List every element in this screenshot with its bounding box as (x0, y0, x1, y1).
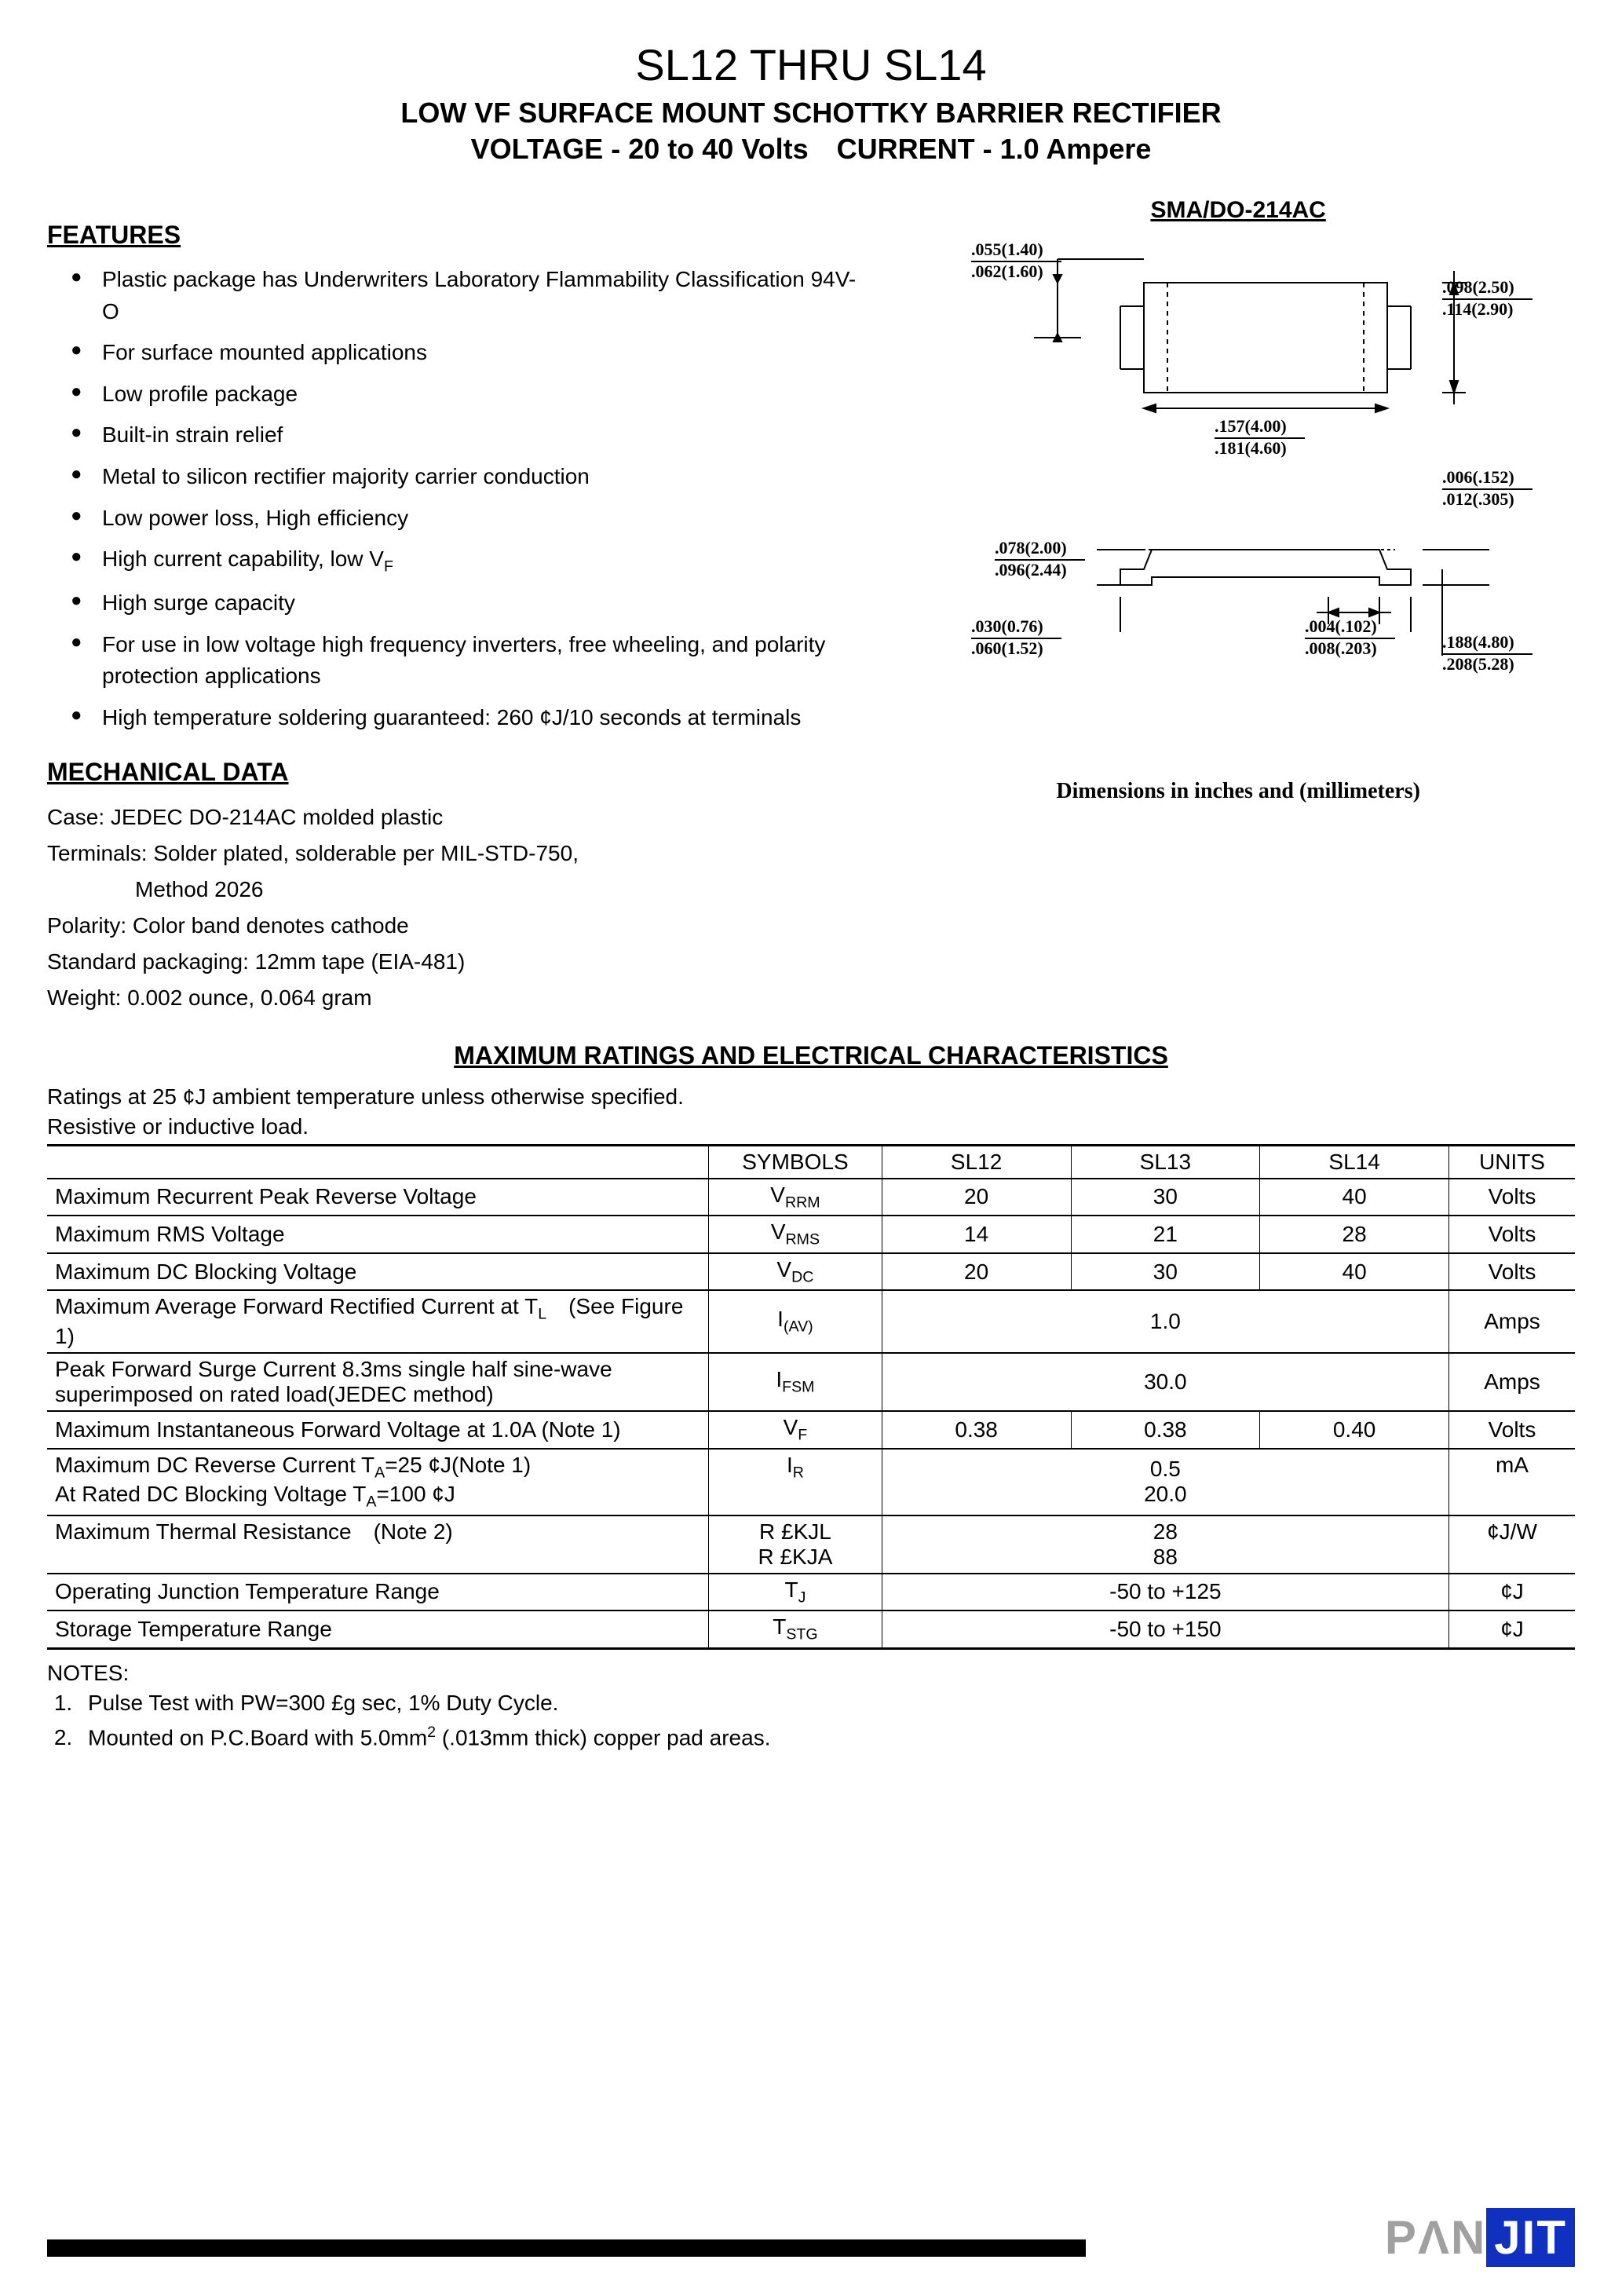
feature-item: High current capability, low VF (71, 543, 870, 578)
dimensions-caption: Dimensions in inches and (millimeters) (901, 779, 1575, 804)
table-row: Peak Forward Surge Current 8.3ms single … (47, 1353, 1575, 1411)
title-block: SL12 THRU SL14 LOW VF SURFACE MOUNT SCHO… (47, 39, 1575, 166)
mech-polarity: Polarity: Color band denotes cathode (47, 909, 870, 942)
svg-text:.062(1.60): .062(1.60) (971, 261, 1043, 281)
brand-logo: PΛNJIT (1385, 2210, 1575, 2265)
table-header-row: SYMBOLSSL12SL13SL14UNITS (47, 1145, 1575, 1179)
note-1: Pulse Test with PW=300 £g sec, 1% Duty C… (79, 1691, 1575, 1716)
svg-text:.157(4.00): .157(4.00) (1215, 416, 1287, 436)
mech-case: Case: JEDEC DO-214AC molded plastic (47, 801, 870, 834)
svg-text:.188(4.80): .188(4.80) (1442, 632, 1514, 652)
ratings-intro: Ratings at 25 ¢J ambient temperature unl… (47, 1084, 1575, 1139)
mech-terminals2: Method 2026 (47, 873, 870, 906)
table-row: Maximum Thermal Resistance (Note 2)R £KJ… (47, 1515, 1575, 1574)
subtitle-1: LOW VF SURFACE MOUNT SCHOTTKY BARRIER RE… (47, 97, 1575, 130)
feature-item: Metal to silicon rectifier majority carr… (71, 461, 870, 493)
svg-text:.055(1.40): .055(1.40) (971, 239, 1043, 259)
table-col-header: SL13 (1071, 1145, 1260, 1179)
table-row: Maximum Recurrent Peak Reverse VoltageVR… (47, 1179, 1575, 1216)
feature-item: Low profile package (71, 378, 870, 411)
notes-section: NOTES: Pulse Test with PW=300 £g sec, 1%… (47, 1661, 1575, 1750)
feature-item: For surface mounted applications (71, 337, 870, 369)
ratings-header: MAXIMUM RATINGS AND ELECTRICAL CHARACTER… (47, 1041, 1575, 1070)
table-row: Storage Temperature RangeTSTG-50 to +150… (47, 1610, 1575, 1648)
svg-text:.078(2.00): .078(2.00) (995, 538, 1067, 558)
table-row: Maximum DC Blocking VoltageVDC203040Volt… (47, 1253, 1575, 1291)
feature-item: Plastic package has Underwriters Laborat… (71, 264, 870, 327)
features-list: Plastic package has Underwriters Laborat… (71, 264, 870, 734)
table-col-header: UNITS (1448, 1145, 1575, 1179)
footer-bar (47, 2239, 1086, 2257)
package-label: SMA/DO-214AC (901, 197, 1575, 224)
mech-packaging: Standard packaging: 12mm tape (EIA-481) (47, 945, 870, 978)
package-diagram-panel: SMA/DO-214AC (901, 197, 1575, 1018)
table-row: Maximum Instantaneous Forward Voltage at… (47, 1411, 1575, 1449)
table-row: Maximum RMS VoltageVRMS142128Volts (47, 1216, 1575, 1253)
footer: PΛNJIT (47, 2210, 1575, 2265)
svg-text:.012(.305): .012(.305) (1442, 489, 1514, 509)
mechanical-header: MECHANICAL DATA (47, 758, 870, 787)
table-col-header: SL12 (882, 1145, 1071, 1179)
svg-text:.208(5.28): .208(5.28) (1442, 654, 1514, 674)
table-col-header: SL14 (1260, 1145, 1449, 1179)
table-row: Operating Junction Temperature RangeTJ-5… (47, 1574, 1575, 1611)
ratings-intro-1: Ratings at 25 ¢J ambient temperature unl… (47, 1084, 1575, 1110)
feature-item: High temperature soldering guaranteed: 2… (71, 702, 870, 734)
feature-item: High surge capacity (71, 587, 870, 620)
features-header: FEATURES (47, 221, 870, 250)
mech-weight: Weight: 0.002 ounce, 0.064 gram (47, 982, 870, 1015)
table-row: Maximum Average Forward Rectified Curren… (47, 1290, 1575, 1353)
note-2: Mounted on P.C.Board with 5.0mm2 (.013mm… (79, 1724, 1575, 1750)
ratings-table: SYMBOLSSL12SL13SL14UNITS Maximum Recurre… (47, 1144, 1575, 1650)
notes-heading: NOTES: (47, 1661, 1575, 1686)
mech-terminals1: Terminals: Solder plated, solderable per… (47, 837, 870, 870)
svg-text:.060(1.52): .060(1.52) (971, 638, 1043, 658)
svg-text:.181(4.60): .181(4.60) (1215, 438, 1287, 458)
svg-text:.006(.152): .006(.152) (1442, 467, 1514, 487)
svg-text:.004(.102): .004(.102) (1305, 616, 1377, 636)
table-col-header (47, 1145, 709, 1179)
mechanical-data: Case: JEDEC DO-214AC molded plastic Term… (47, 801, 870, 1015)
feature-item: Built-in strain relief (71, 419, 870, 452)
svg-text:.098(2.50): .098(2.50) (1442, 277, 1514, 297)
table-col-header: SYMBOLS (709, 1145, 882, 1179)
table-row: Maximum DC Reverse Current TA=25 ¢J(Note… (47, 1449, 1575, 1515)
feature-item: Low power loss, High efficiency (71, 503, 870, 535)
ratings-intro-2: Resistive or inductive load. (47, 1114, 1575, 1139)
svg-text:.114(2.90): .114(2.90) (1442, 299, 1513, 319)
svg-text:.096(2.44): .096(2.44) (995, 560, 1067, 579)
feature-item: For use in low voltage high frequency in… (71, 629, 870, 693)
svg-text:.008(.203): .008(.203) (1305, 638, 1377, 658)
subtitle-2: VOLTAGE - 20 to 40 Volts CURRENT - 1.0 A… (47, 133, 1575, 166)
svg-text:.030(0.76): .030(0.76) (971, 616, 1043, 636)
main-title: SL12 THRU SL14 (47, 39, 1575, 90)
package-drawing: .055(1.40) .062(1.60) .098(2.50) .114(2.… (940, 239, 1536, 758)
